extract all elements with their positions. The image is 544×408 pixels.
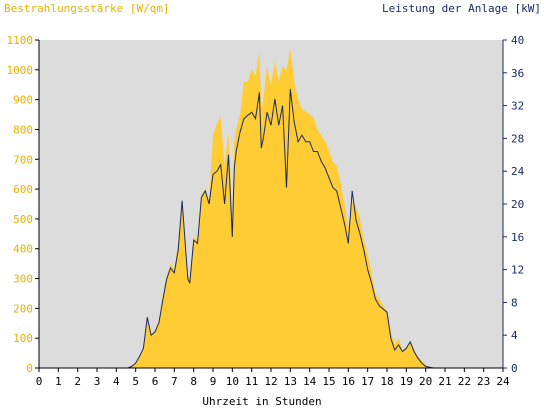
- x-tick-label: 11: [245, 375, 258, 388]
- left-tick-label: 200: [13, 302, 33, 315]
- right-tick-label: 4: [511, 329, 518, 342]
- x-tick-label: 2: [74, 375, 81, 388]
- x-tick-label: 1: [55, 375, 62, 388]
- right-tick-label: 16: [511, 231, 524, 244]
- x-tick-label: 12: [264, 375, 277, 388]
- x-tick-label: 13: [284, 375, 297, 388]
- x-tick-label: 4: [113, 375, 120, 388]
- x-axis-title: Uhrzeit in Stunden: [202, 395, 321, 408]
- left-tick-label: 800: [13, 123, 33, 136]
- right-tick-labels: 0 4 8 12 16 20 24 28 32 36 40: [503, 34, 525, 375]
- left-tick-label: 700: [13, 153, 33, 166]
- left-tick-label: 300: [13, 273, 33, 286]
- x-tick-label: 3: [94, 375, 101, 388]
- right-tick-label: 36: [511, 67, 524, 80]
- x-tick-label: 10: [226, 375, 239, 388]
- x-tick-label: 18: [380, 375, 393, 388]
- left-tick-label: 100: [13, 332, 33, 345]
- x-tick-label: 5: [132, 375, 139, 388]
- right-tick-label: 28: [511, 132, 524, 145]
- right-tick-label: 20: [511, 198, 524, 211]
- left-tick-label: 600: [13, 183, 33, 196]
- x-tick-label: 21: [438, 375, 451, 388]
- x-tick-label: 7: [171, 375, 178, 388]
- x-tick-label: 23: [477, 375, 490, 388]
- x-tick-label: 20: [419, 375, 432, 388]
- x-tick-label: 14: [303, 375, 317, 388]
- x-tick-labels: 0 1 2 3 4 5 6 7 8 9 10 11 12 13 14 15 16 17 18 19 20 21 22 23 24: [36, 368, 510, 388]
- irradiance-area: [39, 48, 434, 369]
- x-tick-label: 24: [496, 375, 510, 388]
- left-tick-label: 1100: [7, 34, 34, 47]
- x-tick-label: 8: [190, 375, 197, 388]
- left-tick-label: 400: [13, 243, 33, 256]
- right-axis-title: Leistung der Anlage [kW]: [382, 2, 541, 15]
- left-tick-label: 1000: [7, 64, 34, 77]
- x-tick-label: 15: [322, 375, 335, 388]
- x-tick-label: 16: [342, 375, 355, 388]
- right-tick-label: 12: [511, 264, 524, 277]
- right-tick-label: 32: [511, 100, 524, 113]
- right-tick-label: 0: [511, 362, 518, 375]
- x-tick-label: 9: [210, 375, 217, 388]
- x-tick-label: 0: [36, 375, 43, 388]
- left-tick-label: 900: [13, 94, 33, 107]
- left-tick-labels: 0 100 200 300 400 500 600 700 800 900 1000 1100: [7, 34, 39, 375]
- x-tick-label: 19: [400, 375, 413, 388]
- power-line: [39, 89, 503, 369]
- x-tick-label: 17: [361, 375, 374, 388]
- right-tick-label: 24: [511, 165, 525, 178]
- right-tick-label: 40: [511, 34, 524, 47]
- left-tick-label: 0: [26, 362, 33, 375]
- left-axis-title: Bestrahlungsstärke [W/qm]: [4, 2, 170, 15]
- right-tick-label: 8: [511, 296, 518, 309]
- left-tick-label: 500: [13, 213, 33, 226]
- x-tick-label: 6: [152, 375, 159, 388]
- x-tick-label: 22: [458, 375, 471, 388]
